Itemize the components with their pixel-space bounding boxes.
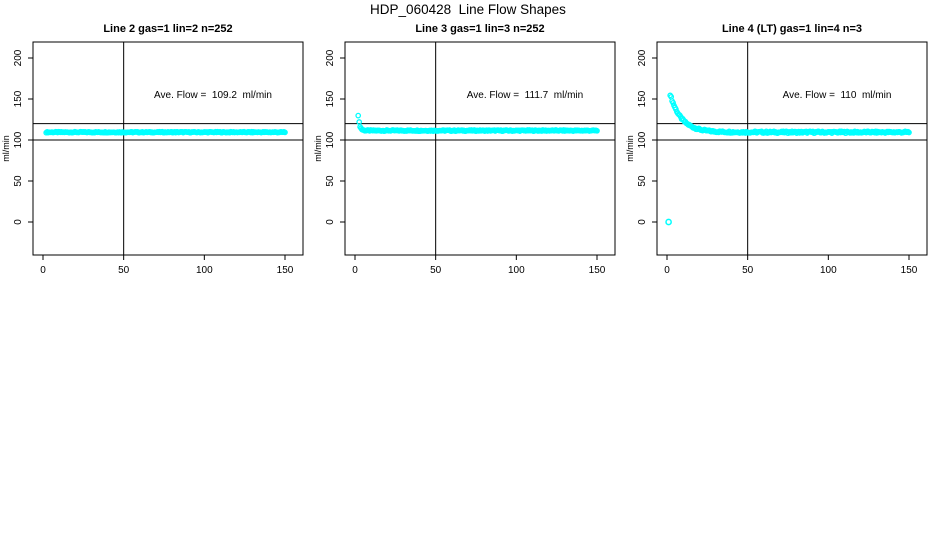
panel-line2-plot-area: 0 50 100 150 0 50 100 150 200 ml/min <box>1 41 304 276</box>
y-tick-label: 50 <box>637 175 648 187</box>
y-tick-label: 200 <box>13 49 24 66</box>
y-tick-label: 100 <box>637 131 648 148</box>
x-tick-label: 0 <box>40 265 46 276</box>
y-tick-label: 0 <box>325 219 336 225</box>
x-tick-label: 100 <box>196 265 213 276</box>
x-tick-label: 50 <box>118 265 130 276</box>
y-tick-label: 50 <box>325 175 336 187</box>
data-point <box>282 129 288 136</box>
y-tick-label: 100 <box>13 131 24 148</box>
plot-box <box>344 41 616 256</box>
plot-box <box>32 41 304 256</box>
panel-line4-plot-area: 0 50 100 150 0 50 100 150 200 ml/min <box>625 41 928 276</box>
y-tick-label: 150 <box>13 90 24 107</box>
panel-line4: 0 50 100 150 0 50 100 150 200 ml/min Line 4 (LT) … <box>624 0 936 290</box>
x-tick-label: 0 <box>352 265 358 276</box>
y-axis-label: ml/min <box>1 135 11 162</box>
x-tick-label: 150 <box>901 265 918 276</box>
outlier-point <box>665 218 672 226</box>
x-tick-label: 100 <box>508 265 525 276</box>
y-tick-label: 50 <box>13 175 24 187</box>
data-point <box>670 99 676 106</box>
plot-box <box>656 41 928 256</box>
x-tick-label: 0 <box>664 265 670 276</box>
panel-line3-ave-flow-annotation: Ave. Flow = 111.7 ml/min <box>466 90 584 101</box>
y-axis-label: ml/min <box>313 135 323 162</box>
panel-line4-ave-flow-annotation: Ave. Flow = 110 ml/min <box>782 90 892 101</box>
y-tick-label: 0 <box>13 219 24 225</box>
x-tick-label: 50 <box>430 265 442 276</box>
data-point <box>906 129 912 136</box>
x-tick-label: 100 <box>820 265 837 276</box>
panel-line2-ave-flow-annotation: Ave. Flow = 109.2 ml/min <box>154 90 272 101</box>
x-tick-label: 150 <box>589 265 606 276</box>
panel-line4-title: Line 4 (LT) gas=1 lin=4 n=3 <box>721 23 863 35</box>
y-tick-label: 200 <box>325 49 336 66</box>
y-tick-label: 150 <box>325 90 336 107</box>
y-tick-label: 200 <box>637 49 648 66</box>
data-point <box>355 112 362 119</box>
figure-title: HDP_060428 Line Flow Shapes <box>370 2 566 17</box>
y-tick-label: 100 <box>325 131 336 148</box>
panel-line2: 0 50 100 150 0 50 100 150 200 ml/min Line 2 gas=1… <box>0 0 312 290</box>
y-tick-label: 150 <box>637 90 648 107</box>
panel-line2-title: Line 2 gas=1 lin=2 n=252 <box>103 23 233 35</box>
y-axis-label: ml/min <box>625 135 635 162</box>
panel-line3-plot-area: 0 50 100 150 0 50 100 150 200 ml/min <box>313 41 616 276</box>
panel-line3: 0 50 100 150 0 50 100 150 200 ml/min Line 3 gas=1… <box>312 0 624 290</box>
y-tick-label: 0 <box>637 219 648 225</box>
panel-line3-title: Line 3 gas=1 lin=3 n=252 <box>415 23 545 35</box>
x-tick-label: 150 <box>277 265 294 276</box>
x-tick-label: 50 <box>742 265 754 276</box>
data-point <box>594 127 600 134</box>
